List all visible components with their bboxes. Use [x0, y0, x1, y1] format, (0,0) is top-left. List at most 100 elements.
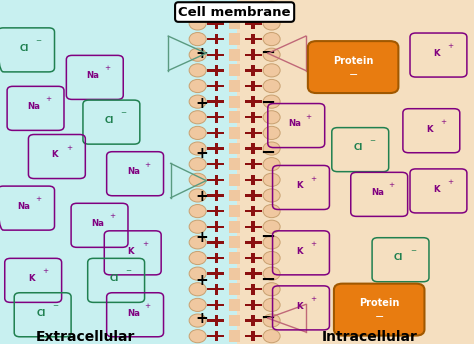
Bar	[207, 100, 224, 103]
Text: +: +	[310, 296, 316, 302]
Bar	[251, 268, 255, 279]
Text: Cl: Cl	[354, 143, 363, 152]
Bar	[215, 300, 219, 310]
Ellipse shape	[263, 314, 280, 327]
Bar	[207, 38, 224, 40]
Text: +: +	[389, 182, 394, 189]
Ellipse shape	[263, 17, 280, 30]
Ellipse shape	[263, 64, 280, 77]
Ellipse shape	[189, 48, 206, 61]
Bar	[245, 38, 262, 40]
Text: K: K	[296, 247, 302, 256]
Bar	[245, 147, 262, 150]
Ellipse shape	[189, 158, 206, 171]
Bar	[251, 81, 255, 91]
Text: Cl: Cl	[19, 44, 29, 53]
Ellipse shape	[189, 236, 206, 249]
Ellipse shape	[263, 220, 280, 233]
Bar	[229, 18, 240, 29]
Ellipse shape	[263, 173, 280, 186]
Text: Na: Na	[27, 102, 40, 111]
Bar	[245, 272, 262, 275]
Bar	[207, 69, 224, 72]
Bar	[207, 304, 224, 306]
Text: Cl: Cl	[394, 254, 403, 262]
Text: K: K	[52, 150, 58, 159]
Text: Cl: Cl	[109, 274, 119, 283]
Text: Extracellular: Extracellular	[36, 330, 135, 344]
Bar	[215, 34, 219, 44]
Text: +: +	[109, 213, 115, 219]
Bar	[229, 33, 240, 45]
Text: +: +	[66, 144, 72, 151]
Bar	[245, 22, 262, 25]
Text: K: K	[128, 247, 134, 256]
Bar	[207, 163, 224, 165]
Text: −: −	[410, 248, 416, 254]
Text: +: +	[145, 162, 150, 168]
Bar	[237, 0, 474, 344]
Bar	[245, 69, 262, 72]
Bar	[207, 272, 224, 275]
Text: −: −	[260, 144, 275, 162]
Bar	[207, 85, 224, 87]
Text: +: +	[45, 96, 51, 103]
Bar	[207, 147, 224, 150]
Ellipse shape	[189, 17, 206, 30]
Ellipse shape	[263, 283, 280, 296]
Ellipse shape	[263, 1, 280, 14]
Bar	[229, 49, 240, 61]
Ellipse shape	[189, 314, 206, 327]
Bar	[245, 304, 262, 306]
Bar	[215, 174, 219, 185]
Bar	[215, 65, 219, 76]
Text: +: +	[448, 179, 454, 185]
Bar	[229, 221, 240, 233]
Bar	[215, 96, 219, 107]
Bar	[207, 7, 224, 9]
Ellipse shape	[263, 95, 280, 108]
Bar	[215, 222, 219, 232]
Text: +: +	[195, 46, 208, 61]
Text: +: +	[104, 65, 110, 72]
Bar	[207, 335, 224, 337]
Text: +: +	[195, 230, 208, 245]
Bar	[229, 190, 240, 201]
Ellipse shape	[189, 298, 206, 311]
Text: +: +	[195, 311, 208, 326]
Bar	[251, 65, 255, 76]
Text: −: −	[126, 268, 131, 275]
Text: Na: Na	[288, 119, 301, 128]
Bar	[251, 222, 255, 232]
Text: +: +	[43, 268, 48, 275]
Text: −: −	[348, 69, 358, 80]
Bar	[215, 315, 219, 326]
Bar	[207, 241, 224, 244]
Bar	[207, 22, 224, 25]
Bar	[229, 143, 240, 154]
Bar	[229, 64, 240, 76]
Text: +: +	[441, 119, 447, 125]
Bar	[215, 2, 219, 13]
Text: +: +	[310, 241, 316, 247]
Bar	[251, 34, 255, 44]
Bar	[245, 54, 262, 56]
Bar	[245, 116, 262, 118]
Bar	[251, 18, 255, 29]
Bar	[251, 253, 255, 263]
Ellipse shape	[189, 142, 206, 155]
Bar	[207, 319, 224, 322]
Text: Protein: Protein	[333, 56, 374, 66]
Ellipse shape	[189, 267, 206, 280]
Bar	[207, 179, 224, 181]
Text: −: −	[52, 303, 58, 309]
Bar	[251, 50, 255, 60]
Bar	[245, 210, 262, 212]
Text: +: +	[195, 273, 208, 288]
Ellipse shape	[263, 48, 280, 61]
Bar	[229, 96, 240, 108]
Text: −: −	[121, 110, 127, 116]
Bar	[229, 2, 240, 14]
Bar	[229, 268, 240, 280]
Bar	[215, 143, 219, 154]
